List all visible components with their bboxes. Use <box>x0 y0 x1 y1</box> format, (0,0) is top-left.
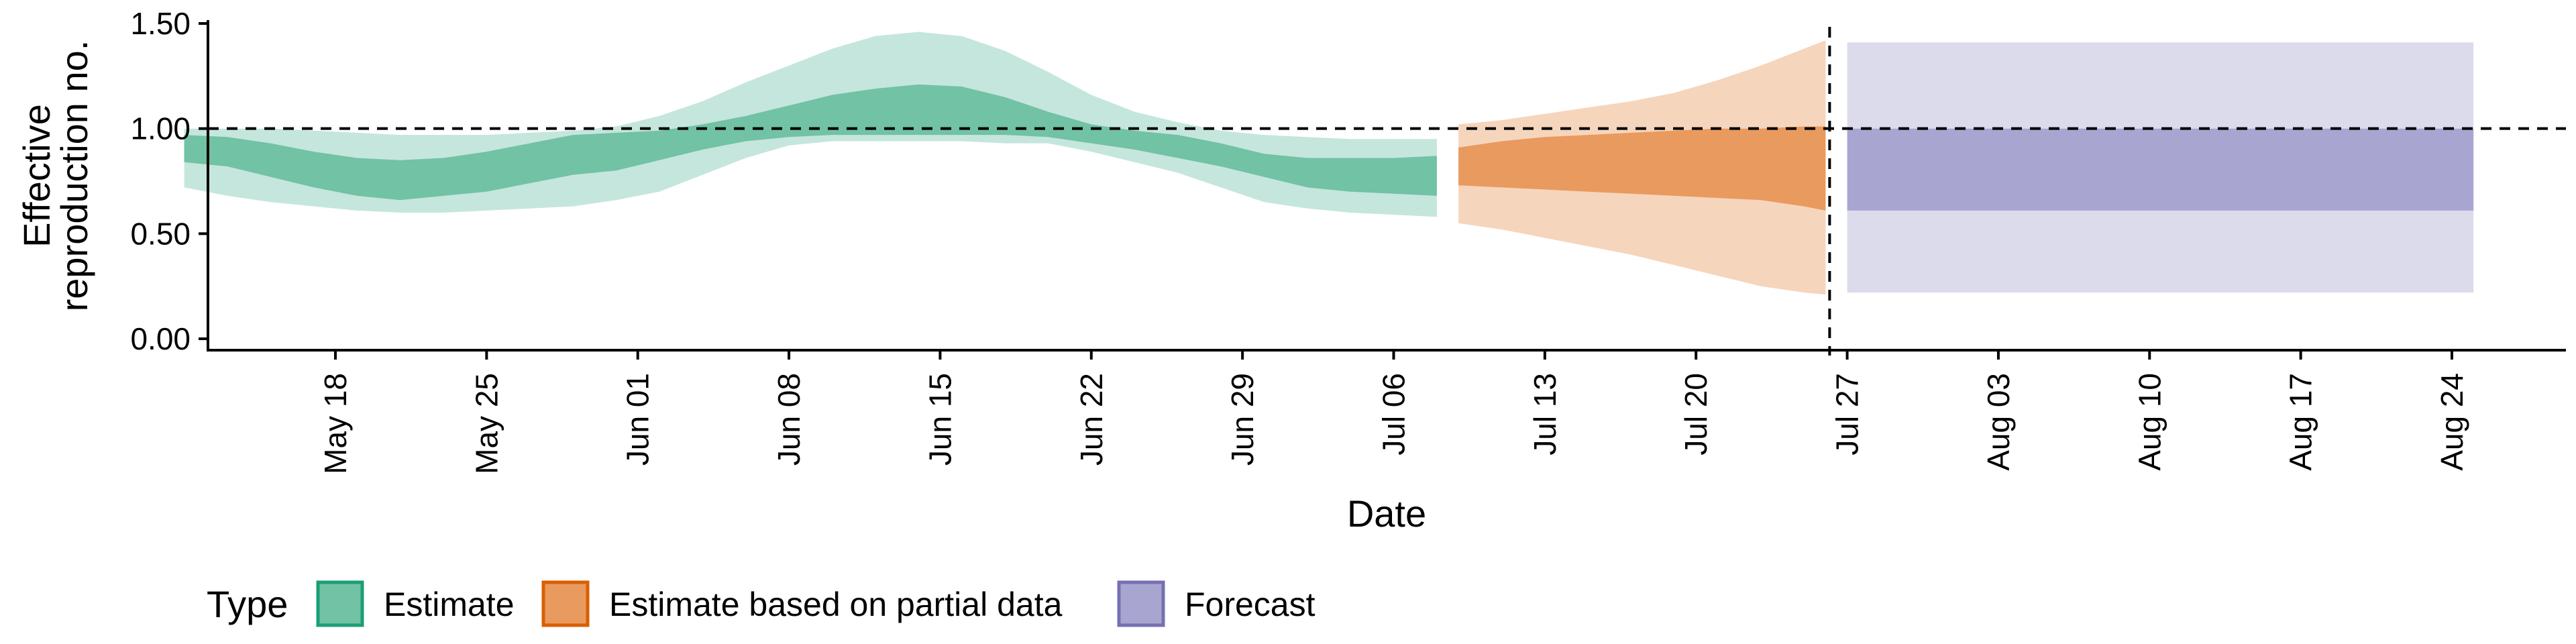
legend-swatch <box>541 580 590 627</box>
legend-label: Estimate based on partial data <box>609 586 1063 623</box>
x-tick-label: Aug 17 <box>2284 373 2318 471</box>
legend-swatch <box>316 580 364 627</box>
x-tick-label: Jun 08 <box>771 373 806 466</box>
legend-label: Estimate <box>384 586 515 623</box>
x-tick-label: Jun 22 <box>1074 373 1109 466</box>
axes: 0.00 0.50 1.00 1.50 May 18 May 25 Jun 01 Jun 08… <box>130 6 2566 474</box>
x-tick-label: Jun 29 <box>1225 373 1260 466</box>
y-axis-title-line: Effective <box>15 104 58 248</box>
x-tick-label: Jul 13 <box>1527 373 1562 455</box>
y-axis-title-line: reproduction no. <box>53 40 95 312</box>
x-axis-title: Date <box>1347 492 1426 535</box>
x-tick-label: Aug 24 <box>2434 373 2469 471</box>
estimate-based-on-partial-data-inner-band <box>1458 126 1826 211</box>
x-tick-label: May 18 <box>318 373 353 474</box>
legend-label: Forecast <box>1185 586 1316 623</box>
legend: Type Estimate Estimate based on partial da… <box>207 580 1316 627</box>
legend-title: Type <box>207 583 288 625</box>
x-tick-label: Jul 27 <box>1830 373 1865 455</box>
y-tick-label: 1.50 <box>130 6 191 41</box>
x-tick-label: Aug 10 <box>2132 373 2167 471</box>
legend-swatch <box>1117 580 1165 627</box>
y-tick-label: 0.00 <box>130 321 191 356</box>
x-tick-label: Jul 06 <box>1377 373 1411 455</box>
x-tick-label: Jun 15 <box>922 373 957 466</box>
x-tick-label: Jun 01 <box>621 373 655 466</box>
x-tick-label: Aug 03 <box>1981 373 2016 471</box>
estimate-inner-band <box>184 84 1437 201</box>
x-tick-label: May 25 <box>469 373 504 474</box>
y-tick-label: 0.50 <box>130 216 191 251</box>
uncertainty-bands <box>184 32 2474 295</box>
forecast-inner-band <box>1847 128 2474 211</box>
x-tick-label: Jul 20 <box>1678 373 1713 455</box>
y-tick-label: 1.00 <box>130 111 191 146</box>
